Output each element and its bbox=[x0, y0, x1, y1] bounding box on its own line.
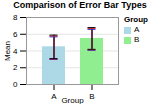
svg-text:6: 6 bbox=[13, 30, 18, 39]
svg-text:B: B bbox=[89, 92, 94, 101]
html-text:B: B bbox=[134, 35, 140, 44]
svg-text:8: 8 bbox=[13, 13, 18, 22]
svg-text:4: 4 bbox=[13, 47, 18, 56]
svg-text:Group: Group bbox=[61, 96, 84, 105]
svg-text:0: 0 bbox=[13, 80, 18, 89]
html-text:A: A bbox=[134, 25, 140, 34]
html-text:Comparison of Error Bar Types: Comparison of Error Bar Types bbox=[13, 0, 147, 10]
svg-text:2: 2 bbox=[13, 63, 18, 72]
svg-text:A: A bbox=[51, 92, 57, 101]
svg-text:Mean: Mean bbox=[3, 41, 12, 61]
html-text:Group: Group bbox=[124, 15, 148, 24]
